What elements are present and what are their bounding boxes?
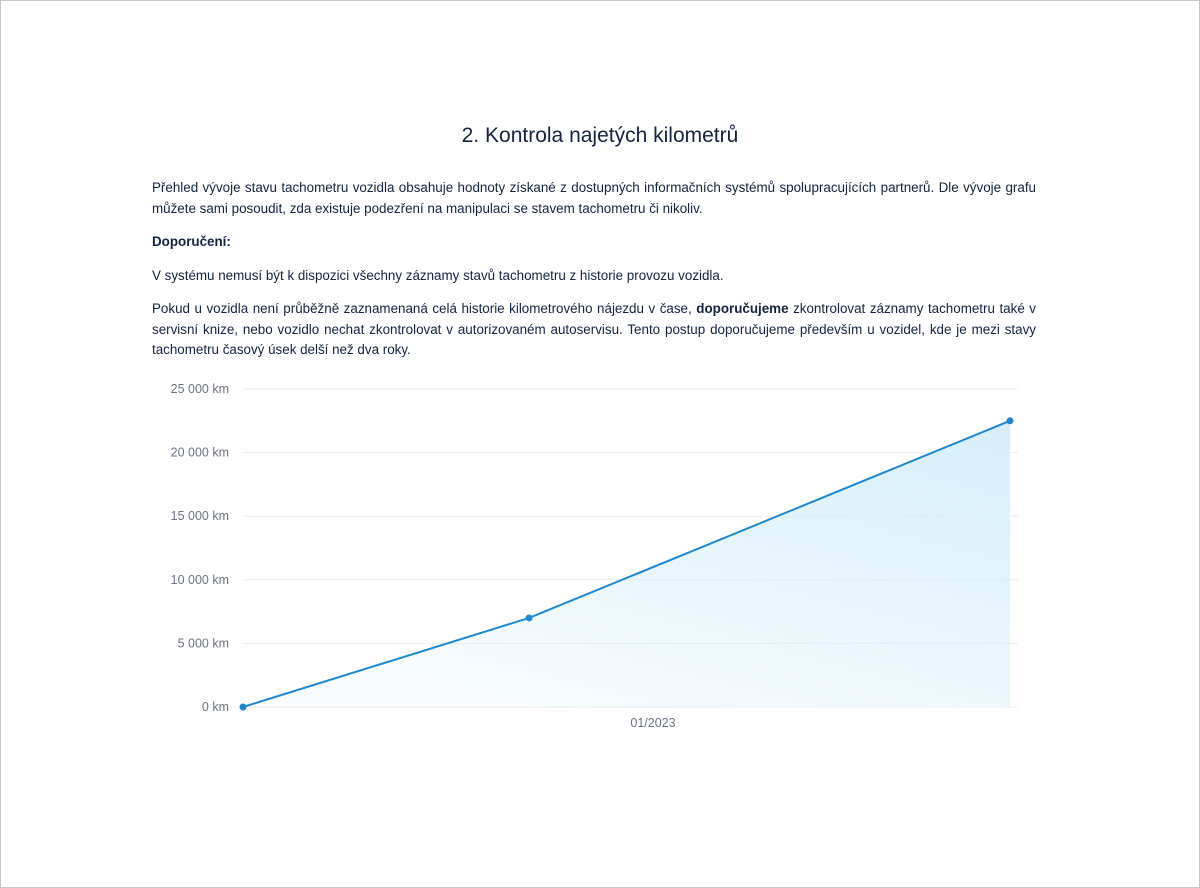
y-tick-label: 0 km (202, 700, 229, 714)
y-tick-label: 25 000 km (171, 382, 229, 396)
note-1: V systému nemusí být k dispozici všechny… (152, 267, 724, 283)
y-tick-label: 10 000 km (171, 573, 229, 587)
note-2-text-rest: zkontrolovat záznamy tachometru také v s… (152, 301, 1037, 357)
data-point (239, 703, 247, 711)
intro-text: Přehled vývoje stavu tachometru vozidla … (152, 180, 1036, 216)
y-tick-label: 20 000 km (171, 446, 229, 460)
note-2-bold: doporučujeme (696, 301, 789, 316)
recommendation-heading: Doporučení: (152, 234, 231, 249)
y-tick-label: 5 000 km (178, 636, 229, 650)
note-2-text: Pokud u vozidla není průběžně zaznamenan… (152, 301, 697, 316)
data-point (1006, 417, 1014, 425)
x-tick-label: 01/2023 (630, 716, 675, 730)
area-fill (243, 420, 1010, 707)
data-point (525, 614, 533, 622)
content: Přehled vývoje stavu tachometru vozidla … (152, 178, 1036, 374)
y-tick-label: 15 000 km (171, 509, 229, 523)
note-2: Pokud u vozidla není průběžně zaznamenan… (152, 299, 1036, 361)
page-title: 2. Kontrola najetých kilometrů (461, 124, 739, 147)
